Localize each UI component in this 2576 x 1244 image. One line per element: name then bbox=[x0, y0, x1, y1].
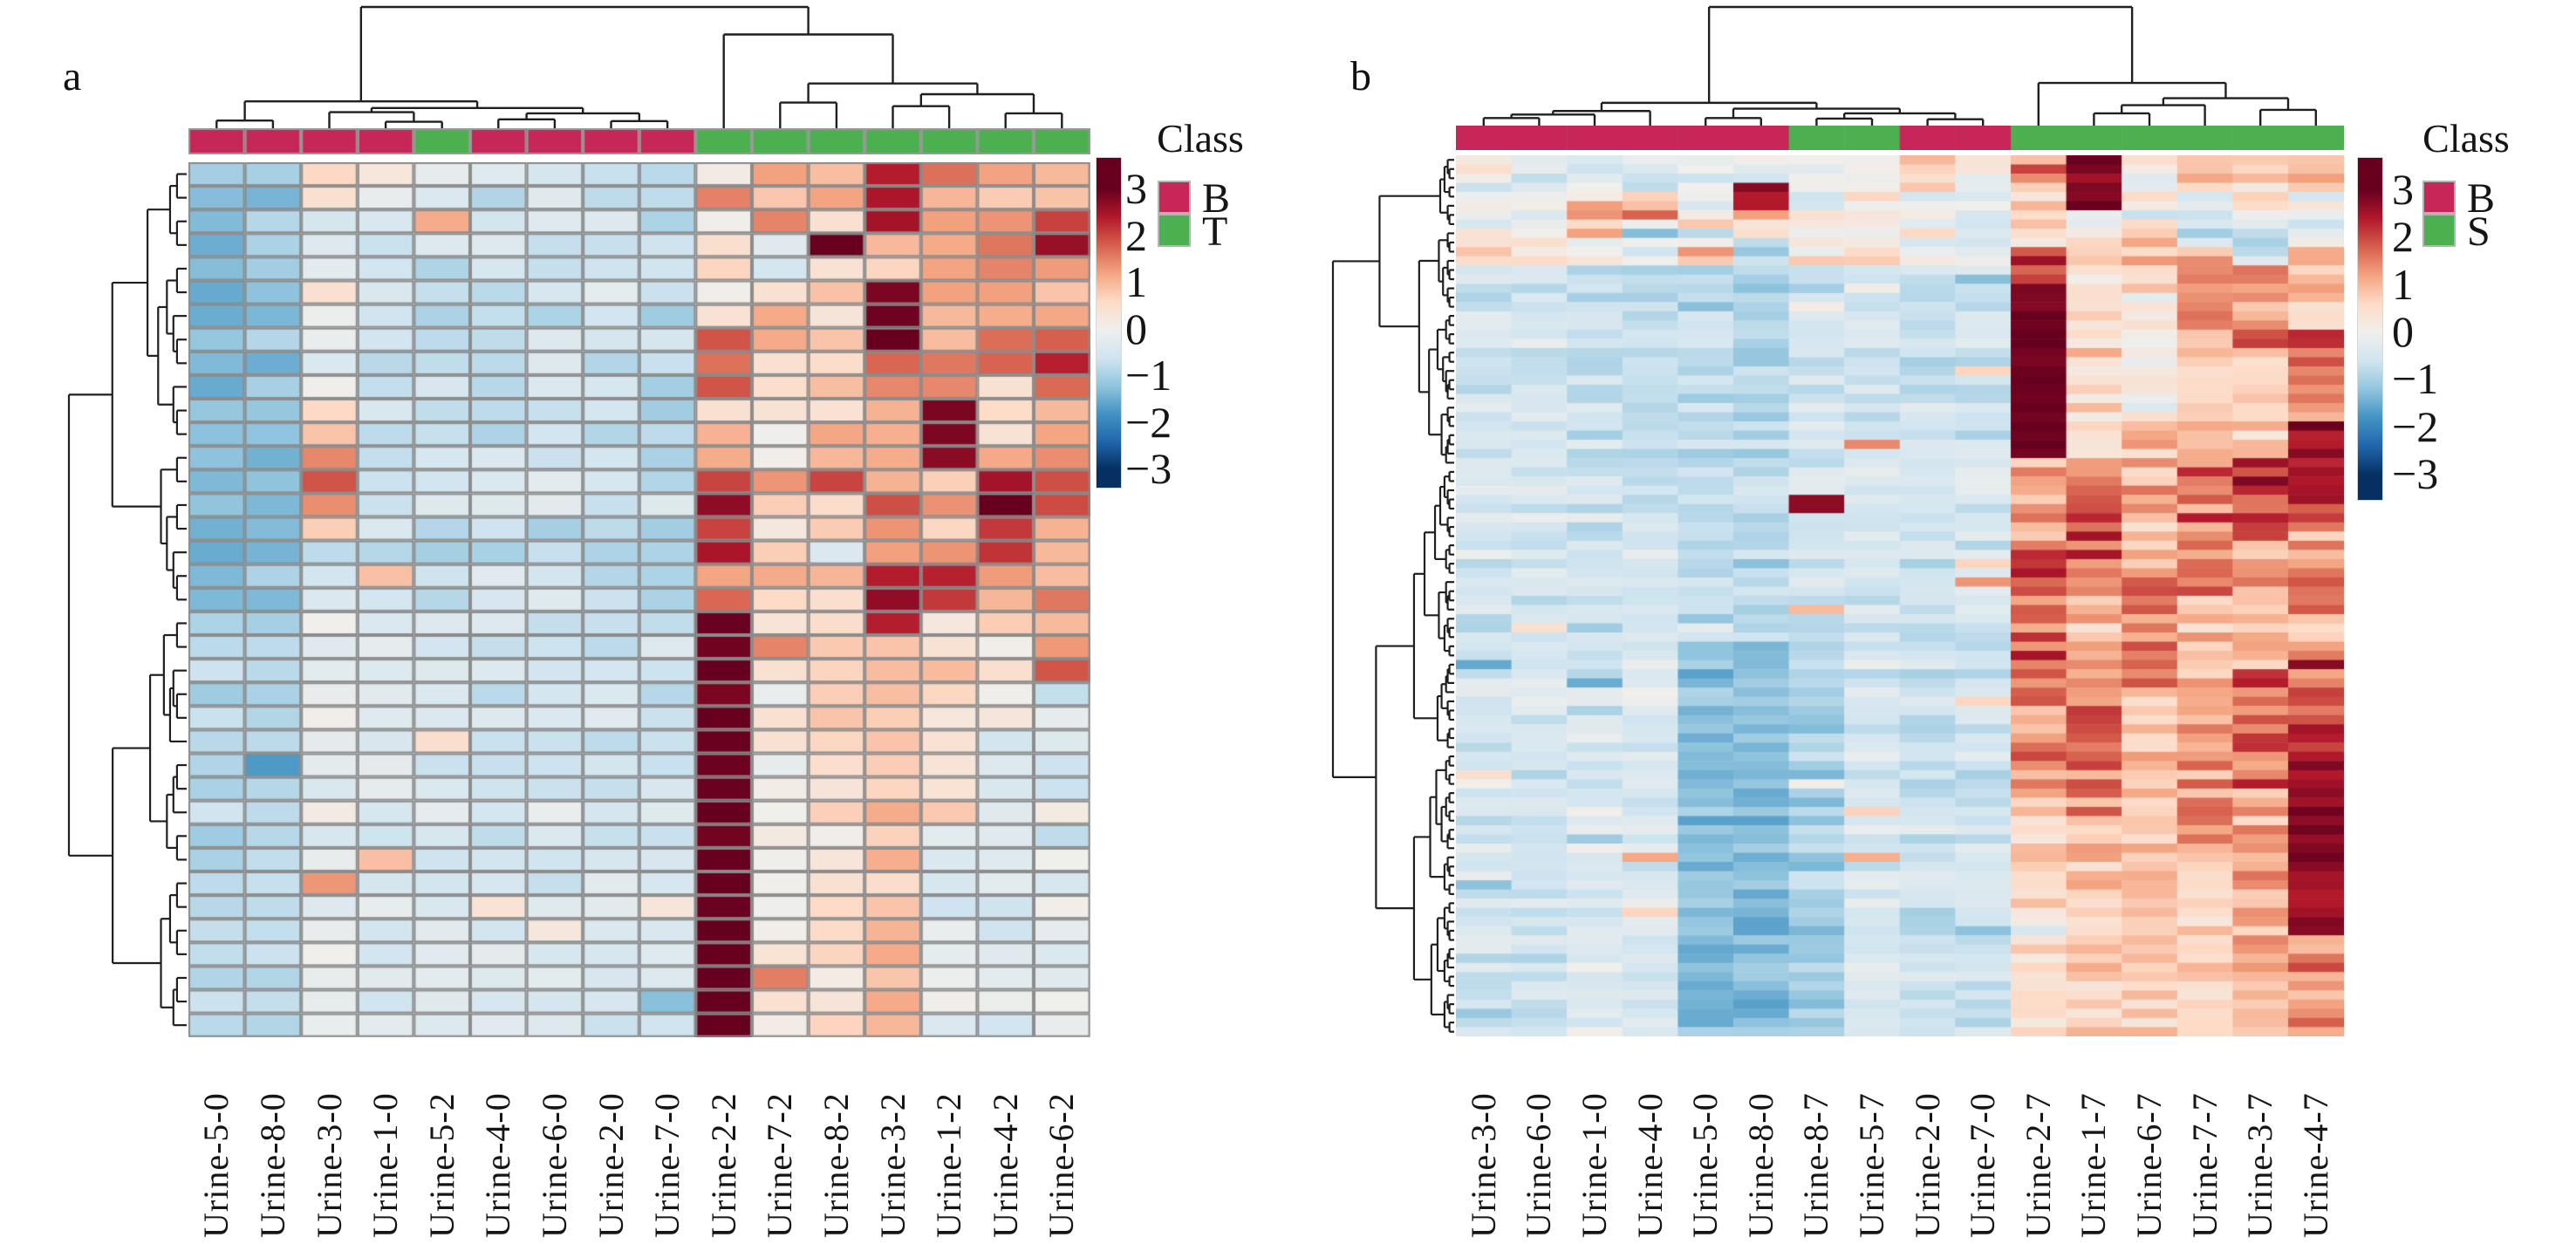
x-axis-label: Urine-3-0 bbox=[1463, 1092, 1503, 1238]
class-label: S bbox=[2467, 208, 2491, 255]
class-label: T bbox=[1202, 208, 1228, 255]
panel-b-letter: b bbox=[1350, 53, 1371, 99]
x-axis-label: Urine-5-0 bbox=[1685, 1092, 1725, 1238]
x-axis-label: Urine-8-7 bbox=[1796, 1092, 1836, 1238]
x-axis-label: Urine-2-0 bbox=[1907, 1092, 1947, 1238]
color-scale-tick: −1 bbox=[2392, 354, 2439, 404]
class-color-bar-b bbox=[1456, 126, 2344, 150]
color-scale-tick: −3 bbox=[1125, 444, 1172, 493]
x-axis-label: Urine-7-7 bbox=[2184, 1092, 2224, 1238]
legend-title-a: Class bbox=[1157, 116, 1244, 161]
legend-title-b: Class bbox=[2422, 116, 2510, 161]
color-scale-tick: −3 bbox=[2392, 448, 2439, 498]
class-swatch-T bbox=[1158, 214, 1191, 247]
x-axis-label: Urine-7-0 bbox=[1963, 1092, 2003, 1238]
color-scale-tick: −2 bbox=[2392, 401, 2439, 451]
class-swatch-B bbox=[2422, 181, 2456, 214]
class-label: B bbox=[1202, 175, 1231, 222]
x-axis-label: Urine-6-7 bbox=[2129, 1092, 2169, 1238]
x-axis-label: Urine-1-7 bbox=[2074, 1092, 2114, 1238]
color-scale-bar-b bbox=[2357, 157, 2383, 501]
class-label: B bbox=[2467, 175, 2496, 222]
color-scale-tick: 2 bbox=[2392, 212, 2414, 262]
color-scale-tick: 2 bbox=[1125, 210, 1147, 260]
color-scale-bar-a bbox=[1096, 157, 1122, 489]
x-axis-label: Urine-1-0 bbox=[1575, 1092, 1614, 1238]
color-scale-tick: 0 bbox=[2392, 307, 2414, 356]
heatmap-a bbox=[188, 162, 1090, 1037]
color-scale-tick: 0 bbox=[1125, 304, 1147, 353]
color-scale-tick: 1 bbox=[2392, 259, 2414, 309]
color-scale-tick: 3 bbox=[1125, 164, 1147, 213]
color-scale-tick: 3 bbox=[2392, 165, 2414, 215]
panel-a-letter: a bbox=[63, 53, 82, 99]
x-axis-label: Urine-3-7 bbox=[2240, 1092, 2280, 1238]
x-axis-label: Urine-6-0 bbox=[1519, 1092, 1559, 1238]
class-color-bar-a bbox=[188, 128, 1090, 154]
class-swatch-S bbox=[2422, 214, 2456, 247]
x-axis-label: Urine-4-0 bbox=[1630, 1092, 1670, 1238]
color-scale-tick: −2 bbox=[1125, 397, 1172, 447]
x-axis-label: Urine-4-7 bbox=[2295, 1092, 2335, 1238]
heatmap-b bbox=[1456, 155, 2344, 1036]
x-axis-label: Urine-5-7 bbox=[1852, 1092, 1891, 1238]
color-scale-tick: −1 bbox=[1125, 351, 1172, 400]
class-swatch-B bbox=[1158, 181, 1191, 214]
x-axis-label: Urine-2-7 bbox=[2018, 1092, 2058, 1238]
color-scale-tick: 1 bbox=[1125, 257, 1147, 306]
x-axis-label: Urine-8-0 bbox=[1740, 1092, 1780, 1238]
